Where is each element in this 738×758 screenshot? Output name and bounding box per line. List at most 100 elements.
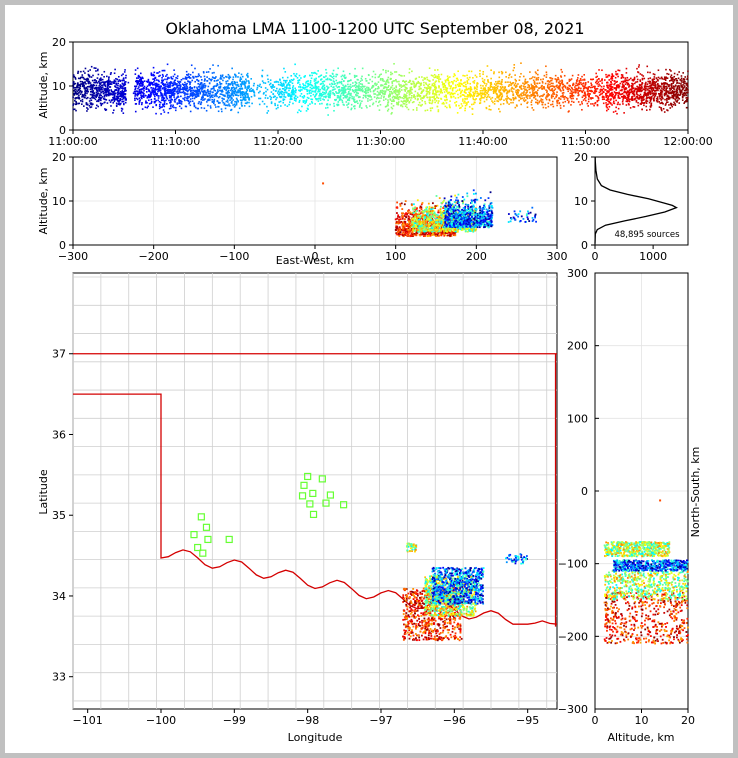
time-height-source-point	[286, 105, 289, 108]
time-height-source-point	[631, 92, 634, 95]
time-height-source-point	[524, 86, 527, 88]
time-height-source-point	[530, 101, 533, 104]
time-height-source-point	[623, 88, 626, 91]
time-height-source-point	[631, 97, 633, 100]
time-height-source-point	[616, 80, 618, 83]
time-height-source-point	[115, 98, 117, 101]
time-height-source-point	[354, 107, 356, 110]
time-height-source-point	[121, 100, 123, 103]
time-height-source-point	[174, 79, 177, 81]
time-height-source-point	[237, 94, 240, 97]
time-height-source-point	[475, 84, 478, 87]
time-height-source-point	[528, 88, 531, 91]
time-height-source-point	[653, 93, 656, 96]
time-height-source-point	[498, 95, 501, 98]
time-height-source-point	[152, 106, 154, 108]
time-height-source-point	[435, 96, 438, 98]
time-height-source-point	[91, 103, 94, 105]
time-height-source-point	[188, 88, 191, 91]
time-height-source-point	[675, 90, 678, 93]
time-height-source-point	[229, 99, 231, 102]
time-height-source-point	[572, 83, 574, 86]
time-height-source-point	[623, 96, 625, 99]
time-height-source-point	[99, 85, 102, 88]
time-height-source-point	[483, 92, 486, 94]
time-height-source-point	[80, 83, 82, 85]
time-height-source-point	[266, 88, 269, 91]
time-height-source-point	[100, 84, 103, 87]
time-height-source-point	[421, 99, 424, 102]
time-height-source-point	[624, 80, 627, 83]
time-height-source-point	[558, 85, 560, 88]
time-height-source-point	[245, 93, 248, 95]
time-height-source-point	[309, 89, 312, 92]
time-height-source-point	[97, 100, 99, 102]
time-height-source-point	[577, 77, 579, 79]
time-height-source-point	[233, 80, 236, 83]
time-height-source-point	[311, 90, 313, 93]
time-height-source-point	[175, 76, 177, 79]
time-height-source-point	[395, 79, 397, 82]
time-height-source-point	[112, 97, 115, 99]
time-height-source-point	[201, 90, 203, 92]
time-height-source-point	[350, 79, 352, 82]
time-height-source-point	[670, 84, 672, 86]
time-height-source-point	[180, 103, 183, 105]
time-height-source-point	[99, 86, 101, 89]
time-height-source-point	[450, 86, 452, 88]
time-height-source-point	[361, 67, 364, 70]
time-height-source-point	[209, 96, 212, 99]
time-height-source-point	[553, 93, 556, 95]
time-height-source-point	[368, 74, 370, 77]
time-height-source-point	[575, 82, 577, 84]
time-height-source-point	[183, 94, 186, 96]
time-height-source-point	[618, 93, 621, 95]
time-height-source-point	[140, 77, 143, 80]
time-height-source-point	[518, 99, 520, 102]
time-height-source-point	[87, 73, 90, 76]
time-height-source-point	[583, 85, 586, 88]
time-height-source-point	[572, 84, 574, 87]
time-height-source-point	[524, 81, 527, 84]
time-height-source-point	[464, 109, 466, 112]
time-height-source-point	[434, 101, 436, 104]
time-height-source-point	[484, 95, 486, 98]
time-height-source-point	[533, 94, 536, 97]
time-height-source-point	[184, 96, 186, 99]
time-height-source-point	[134, 86, 137, 88]
time-height-source-point	[592, 78, 595, 81]
time-height-source-point	[345, 95, 347, 97]
time-height-source-point	[514, 96, 517, 99]
time-height-source-point	[145, 87, 148, 90]
time-height-source-point	[406, 99, 408, 101]
time-height-source-point	[651, 84, 653, 87]
time-height-source-point	[109, 92, 111, 95]
time-height-source-point	[377, 76, 380, 78]
time-height-source-point	[454, 101, 456, 104]
time-height-source-point	[449, 76, 451, 78]
time-height-source-point	[190, 64, 193, 67]
time-height-source-point	[387, 104, 389, 107]
time-height-source-point	[513, 64, 516, 66]
time-height-source-point	[665, 103, 667, 105]
time-height-source-point	[96, 89, 98, 92]
time-height-source-point	[76, 97, 78, 99]
time-height-source-point	[399, 85, 401, 87]
time-height-source-point	[381, 91, 383, 94]
time-height-source-point	[582, 82, 584, 85]
time-height-source-point	[597, 99, 600, 101]
time-height-source-point	[222, 101, 225, 104]
time-height-source-point	[247, 96, 250, 99]
time-height-source-point	[631, 87, 634, 90]
time-height-source-point	[598, 91, 601, 94]
time-height-source-point	[206, 91, 208, 94]
time-height-source-point	[493, 83, 496, 85]
time-height-source-point	[214, 95, 216, 98]
time-height-source-point	[140, 103, 143, 106]
time-height-source-point	[591, 78, 593, 81]
time-height-source-point	[179, 88, 181, 91]
time-height-source-point	[168, 95, 171, 97]
time-height-source-point	[495, 84, 497, 87]
time-height-source-point	[96, 82, 99, 84]
time-height-source-point	[176, 91, 178, 93]
